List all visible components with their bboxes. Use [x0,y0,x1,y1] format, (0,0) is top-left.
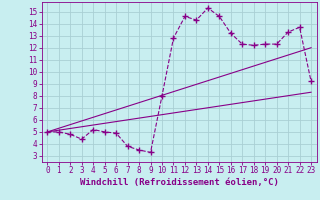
X-axis label: Windchill (Refroidissement éolien,°C): Windchill (Refroidissement éolien,°C) [80,178,279,187]
